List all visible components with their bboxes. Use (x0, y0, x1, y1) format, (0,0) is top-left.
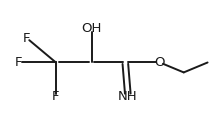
Text: F: F (23, 32, 31, 44)
Text: F: F (52, 90, 60, 103)
Text: F: F (14, 56, 22, 69)
Text: NH: NH (118, 90, 138, 103)
Text: O: O (155, 56, 165, 69)
Text: OH: OH (82, 22, 102, 35)
